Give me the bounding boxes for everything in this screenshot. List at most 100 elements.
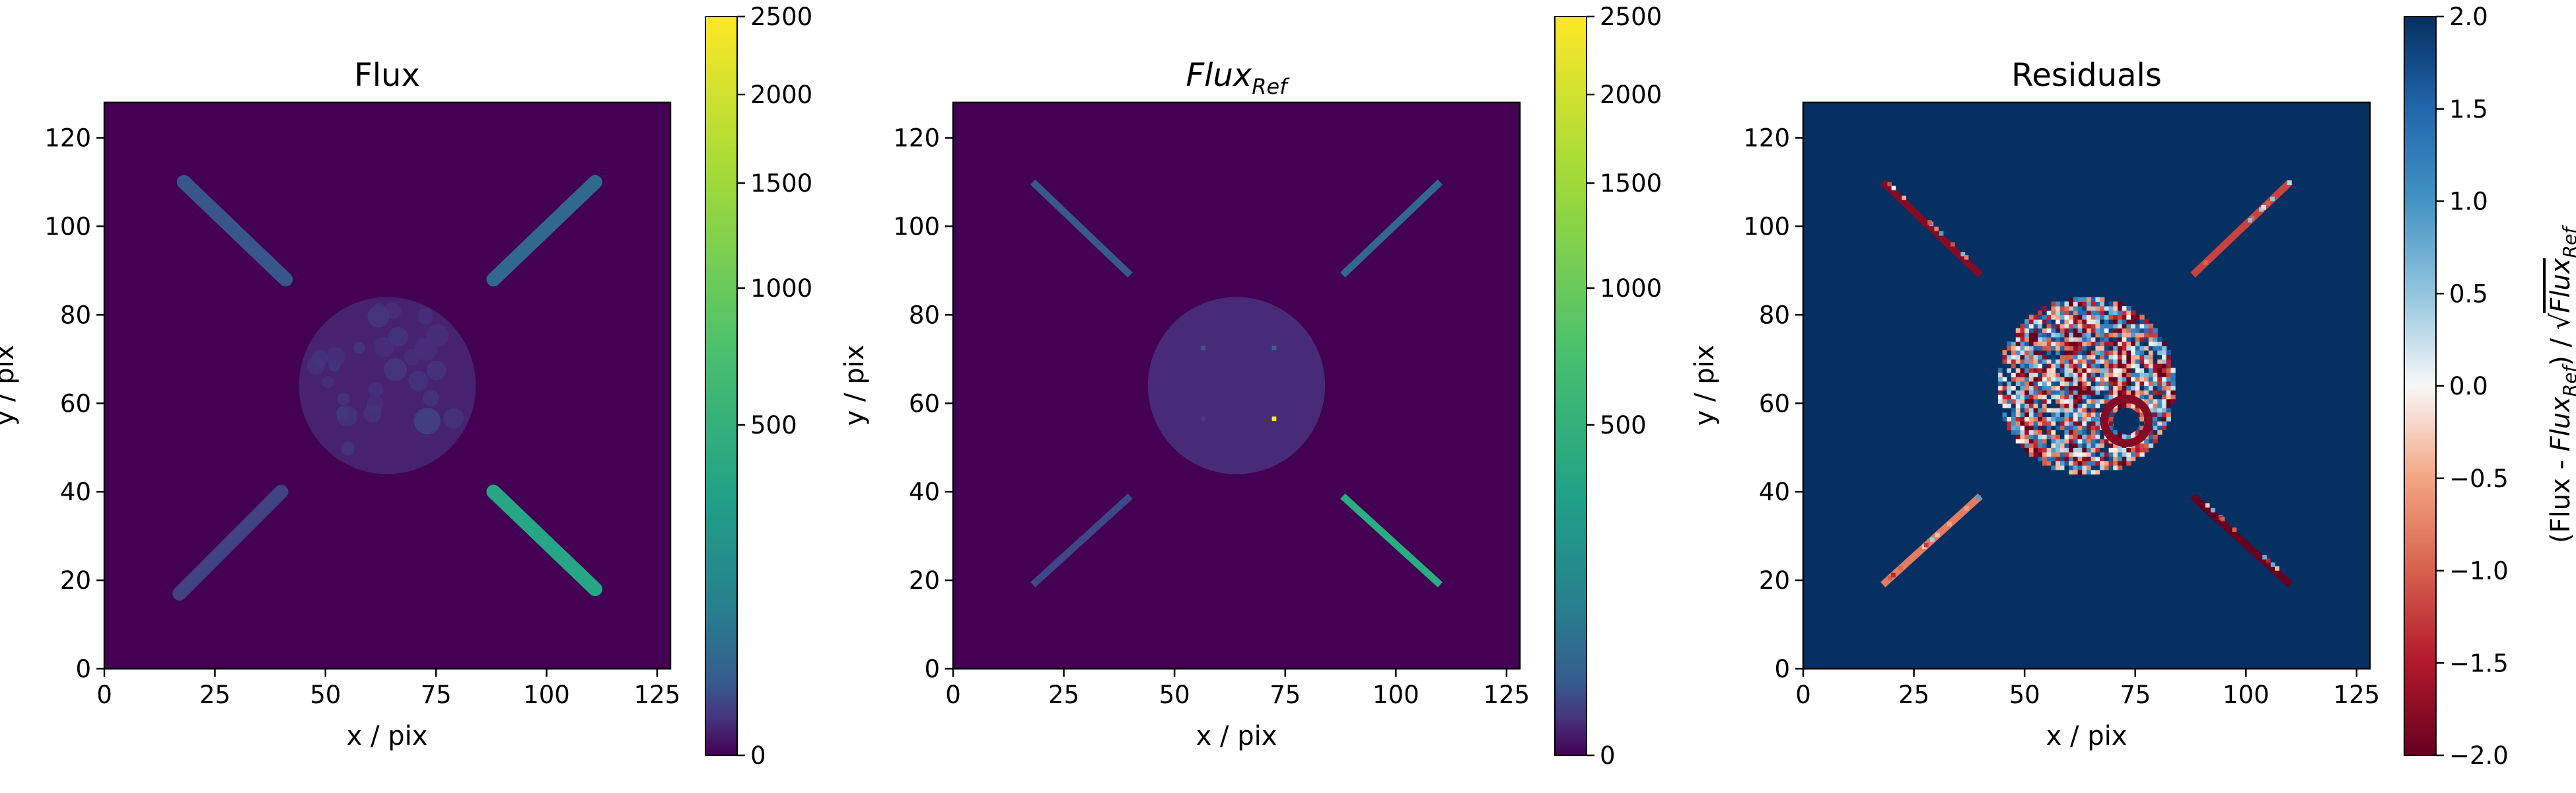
xtick-label: 100 <box>2223 681 2270 709</box>
residual-pixel <box>2113 430 2118 435</box>
residual-pixel <box>2122 381 2127 387</box>
residual-pixel <box>2131 385 2136 391</box>
residual-pixel <box>2135 336 2141 342</box>
residual-pixel <box>2126 456 2131 461</box>
residual-pixel <box>2056 412 2061 417</box>
residual-pixel <box>2077 305 2083 311</box>
residual-pixel <box>2002 403 2007 408</box>
residual-pixel <box>2069 328 2074 333</box>
residual-pixel <box>2056 438 2061 444</box>
residual-pixel <box>2091 430 2096 435</box>
residual-pixel <box>2069 403 2074 408</box>
colorbar-tick-label: 0 <box>1600 741 1616 770</box>
residual-pixel <box>2087 412 2092 417</box>
residual-pixel <box>2077 447 2083 453</box>
residual-pixel <box>2091 447 2096 453</box>
residual-pixel <box>2100 451 2105 457</box>
residual-pixel <box>2153 350 2158 356</box>
residual-pixel <box>2087 367 2092 373</box>
residual-pixel <box>2139 412 2145 417</box>
residual-pixel <box>2153 346 2158 351</box>
residual-pixel <box>2011 407 2017 413</box>
residual-pixel <box>2069 443 2074 448</box>
residual-pixel <box>2082 465 2087 471</box>
residual-pixel <box>2131 403 2136 408</box>
residual-pixel <box>2087 359 2092 364</box>
colorbar-tick-label: 2.0 <box>2449 3 2488 31</box>
residual-pixel <box>2046 421 2052 426</box>
line-feature <box>172 484 289 601</box>
residual-pixel <box>2038 310 2043 315</box>
residual-pixel <box>2064 336 2069 342</box>
residual-pixel <box>2100 305 2105 311</box>
residual-pixel <box>2033 403 2038 408</box>
residual-pixel <box>2117 381 2123 387</box>
residual-pixel <box>2073 315 2079 320</box>
residual-pixel <box>2082 315 2087 320</box>
residual-pixel <box>2007 372 2012 377</box>
residual-pixel <box>2059 398 2065 404</box>
residual-pixel <box>2046 407 2052 413</box>
residual-pixel <box>2069 346 2074 351</box>
residual-pixel <box>2042 315 2048 320</box>
residual-pixel <box>2157 336 2163 342</box>
residual-pixel <box>2064 359 2069 364</box>
residual-pixel <box>2087 421 2092 426</box>
residual-pixel <box>2077 403 2083 408</box>
residual-pixel <box>2038 363 2043 369</box>
residual-pixel <box>2073 451 2079 457</box>
residual-pixel <box>2122 447 2127 453</box>
residual-pixel <box>2020 341 2025 346</box>
residual-pixel <box>2095 451 2100 457</box>
disk-region <box>1147 297 1326 474</box>
residual-pixel <box>2020 367 2025 373</box>
residual-pixel <box>2028 385 2034 391</box>
residual-pixel <box>2051 425 2056 431</box>
point-source <box>1271 416 1277 422</box>
residual-pixel <box>1997 381 2003 387</box>
ytick-label: 80 <box>909 301 940 329</box>
residual-pixel <box>2073 346 2079 351</box>
residual-pixel <box>2108 465 2114 471</box>
residual-pixel <box>2166 412 2171 417</box>
residual-pixel <box>2064 377 2069 382</box>
residual-pixel <box>2038 407 2043 413</box>
residual-pixel <box>2108 363 2114 369</box>
residual-pixel <box>2056 363 2061 369</box>
ytick-label: 0 <box>75 655 91 683</box>
residual-pixel <box>2064 425 2069 431</box>
ytick-label: 60 <box>1759 389 1790 418</box>
residual-pixel <box>2095 465 2100 471</box>
flux-ylabel: y / pix <box>0 345 20 426</box>
residual-pixel <box>2069 359 2074 364</box>
residual-pixel <box>2113 350 2118 356</box>
residual-pixel <box>2091 456 2096 461</box>
residual-pixel <box>2059 385 2065 391</box>
residual-pixel <box>2042 412 2048 417</box>
residual-pixel <box>2015 367 2021 373</box>
residual-pixel <box>2117 456 2123 461</box>
disk-blob <box>408 371 429 391</box>
residual-pixel <box>2113 332 2118 338</box>
residual-pixel <box>2139 350 2145 356</box>
residual-pixel <box>2104 398 2110 404</box>
residual-pixel <box>2024 394 2030 400</box>
residual-pixel <box>2095 359 2100 364</box>
residual-pixel <box>2056 354 2061 359</box>
xtick-label: 100 <box>523 681 570 709</box>
residual-pixel <box>2064 465 2069 471</box>
residual-pixel <box>2051 315 2056 320</box>
residual-pixel <box>2157 394 2163 400</box>
residual-pixel <box>2059 394 2065 400</box>
residual-pixel <box>2153 367 2158 373</box>
residual-pixel <box>2073 381 2079 387</box>
residual-pixel <box>2020 425 2025 431</box>
residual-pixel <box>2033 372 2038 377</box>
residuals-ylabel: y / pix <box>1690 345 1720 426</box>
residual-pixel <box>2104 336 2110 342</box>
residual-pixel <box>2135 332 2141 338</box>
residual-pixel <box>2157 346 2163 351</box>
line-residual-pixel <box>1929 537 1935 543</box>
residual-pixel <box>2122 346 2127 351</box>
residual-pixel <box>2051 328 2056 333</box>
